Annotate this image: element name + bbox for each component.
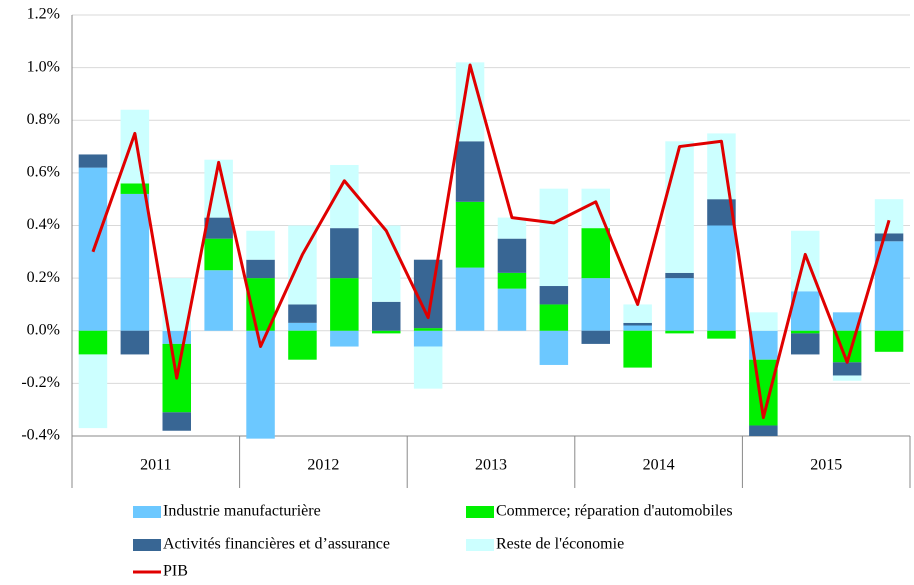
legend-label: Reste de l'économie xyxy=(496,536,624,553)
bar xyxy=(78,330,108,355)
bar xyxy=(707,225,736,331)
bar xyxy=(707,330,736,339)
bar xyxy=(539,330,569,365)
bar xyxy=(874,199,904,234)
bar xyxy=(665,272,694,279)
bar xyxy=(330,228,359,279)
bar xyxy=(874,233,904,242)
bar xyxy=(246,230,275,260)
bar xyxy=(832,375,862,381)
legend-label: PIB xyxy=(163,563,188,580)
bar xyxy=(539,286,569,305)
legend-label: Industrie manufacturière xyxy=(163,503,321,520)
bar xyxy=(455,267,485,331)
bar xyxy=(78,354,108,429)
bar xyxy=(246,330,275,439)
bar xyxy=(413,346,443,389)
legend-marker xyxy=(466,539,494,551)
bar xyxy=(162,412,191,431)
bar xyxy=(330,330,359,347)
bar xyxy=(413,328,443,331)
bar xyxy=(791,330,820,334)
legend-label: Activités financières et d’assurance xyxy=(163,536,390,553)
line xyxy=(91,63,891,420)
bar xyxy=(288,304,317,323)
bar xyxy=(665,141,694,273)
x-group-label: 2014 xyxy=(643,457,675,474)
bar xyxy=(497,272,527,289)
bar xyxy=(120,193,150,331)
bar xyxy=(497,217,527,239)
bar xyxy=(539,188,569,287)
bar xyxy=(372,301,401,331)
bar xyxy=(204,217,233,239)
bar xyxy=(120,183,150,194)
bar xyxy=(832,312,862,331)
bar xyxy=(623,330,652,368)
bar xyxy=(288,330,317,360)
y-tick-label: 0.2% xyxy=(27,269,60,286)
bar xyxy=(497,288,527,331)
bar xyxy=(874,330,904,352)
bar xyxy=(204,238,233,271)
bar xyxy=(497,238,527,273)
bar xyxy=(665,330,694,334)
y-tick-label: 1.2% xyxy=(27,6,60,23)
bar xyxy=(455,141,485,202)
x-group-label: 2013 xyxy=(475,457,507,474)
bar xyxy=(581,330,610,344)
y-tick-label: 0.8% xyxy=(27,111,60,128)
y-tick-label: 1.0% xyxy=(27,58,60,75)
y-tick-label: 0.4% xyxy=(27,216,60,233)
bar xyxy=(581,228,610,279)
bar xyxy=(372,330,401,334)
bar xyxy=(288,322,317,331)
legend-marker xyxy=(133,506,161,518)
bar xyxy=(372,225,401,302)
bar xyxy=(791,333,820,355)
bar xyxy=(120,109,150,184)
bar xyxy=(413,330,443,347)
x-group-label: 2015 xyxy=(810,457,842,474)
bar xyxy=(623,325,652,331)
legend-label: Commerce; réparation d'automobiles xyxy=(496,503,733,520)
bar xyxy=(749,425,778,436)
y-tick-label: 0.6% xyxy=(27,164,60,181)
bar xyxy=(455,201,485,268)
y-tick-label: -0.4% xyxy=(21,427,60,444)
bar xyxy=(581,278,610,331)
bar xyxy=(120,330,150,355)
bar xyxy=(623,322,652,326)
x-group-label: 2012 xyxy=(307,457,339,474)
bar xyxy=(539,304,569,331)
x-group-label: 2011 xyxy=(140,457,171,474)
y-tick-label: 0.0% xyxy=(27,321,60,338)
y-tick-label: -0.2% xyxy=(21,374,60,391)
bar xyxy=(623,304,652,323)
legend-marker xyxy=(466,506,494,518)
bar xyxy=(78,154,108,168)
bar xyxy=(832,362,862,376)
bar xyxy=(791,291,820,331)
bar xyxy=(749,312,778,331)
legend-marker xyxy=(133,539,161,551)
bar xyxy=(665,278,694,331)
bar xyxy=(204,270,233,331)
bar xyxy=(246,259,275,279)
bar xyxy=(330,278,359,331)
